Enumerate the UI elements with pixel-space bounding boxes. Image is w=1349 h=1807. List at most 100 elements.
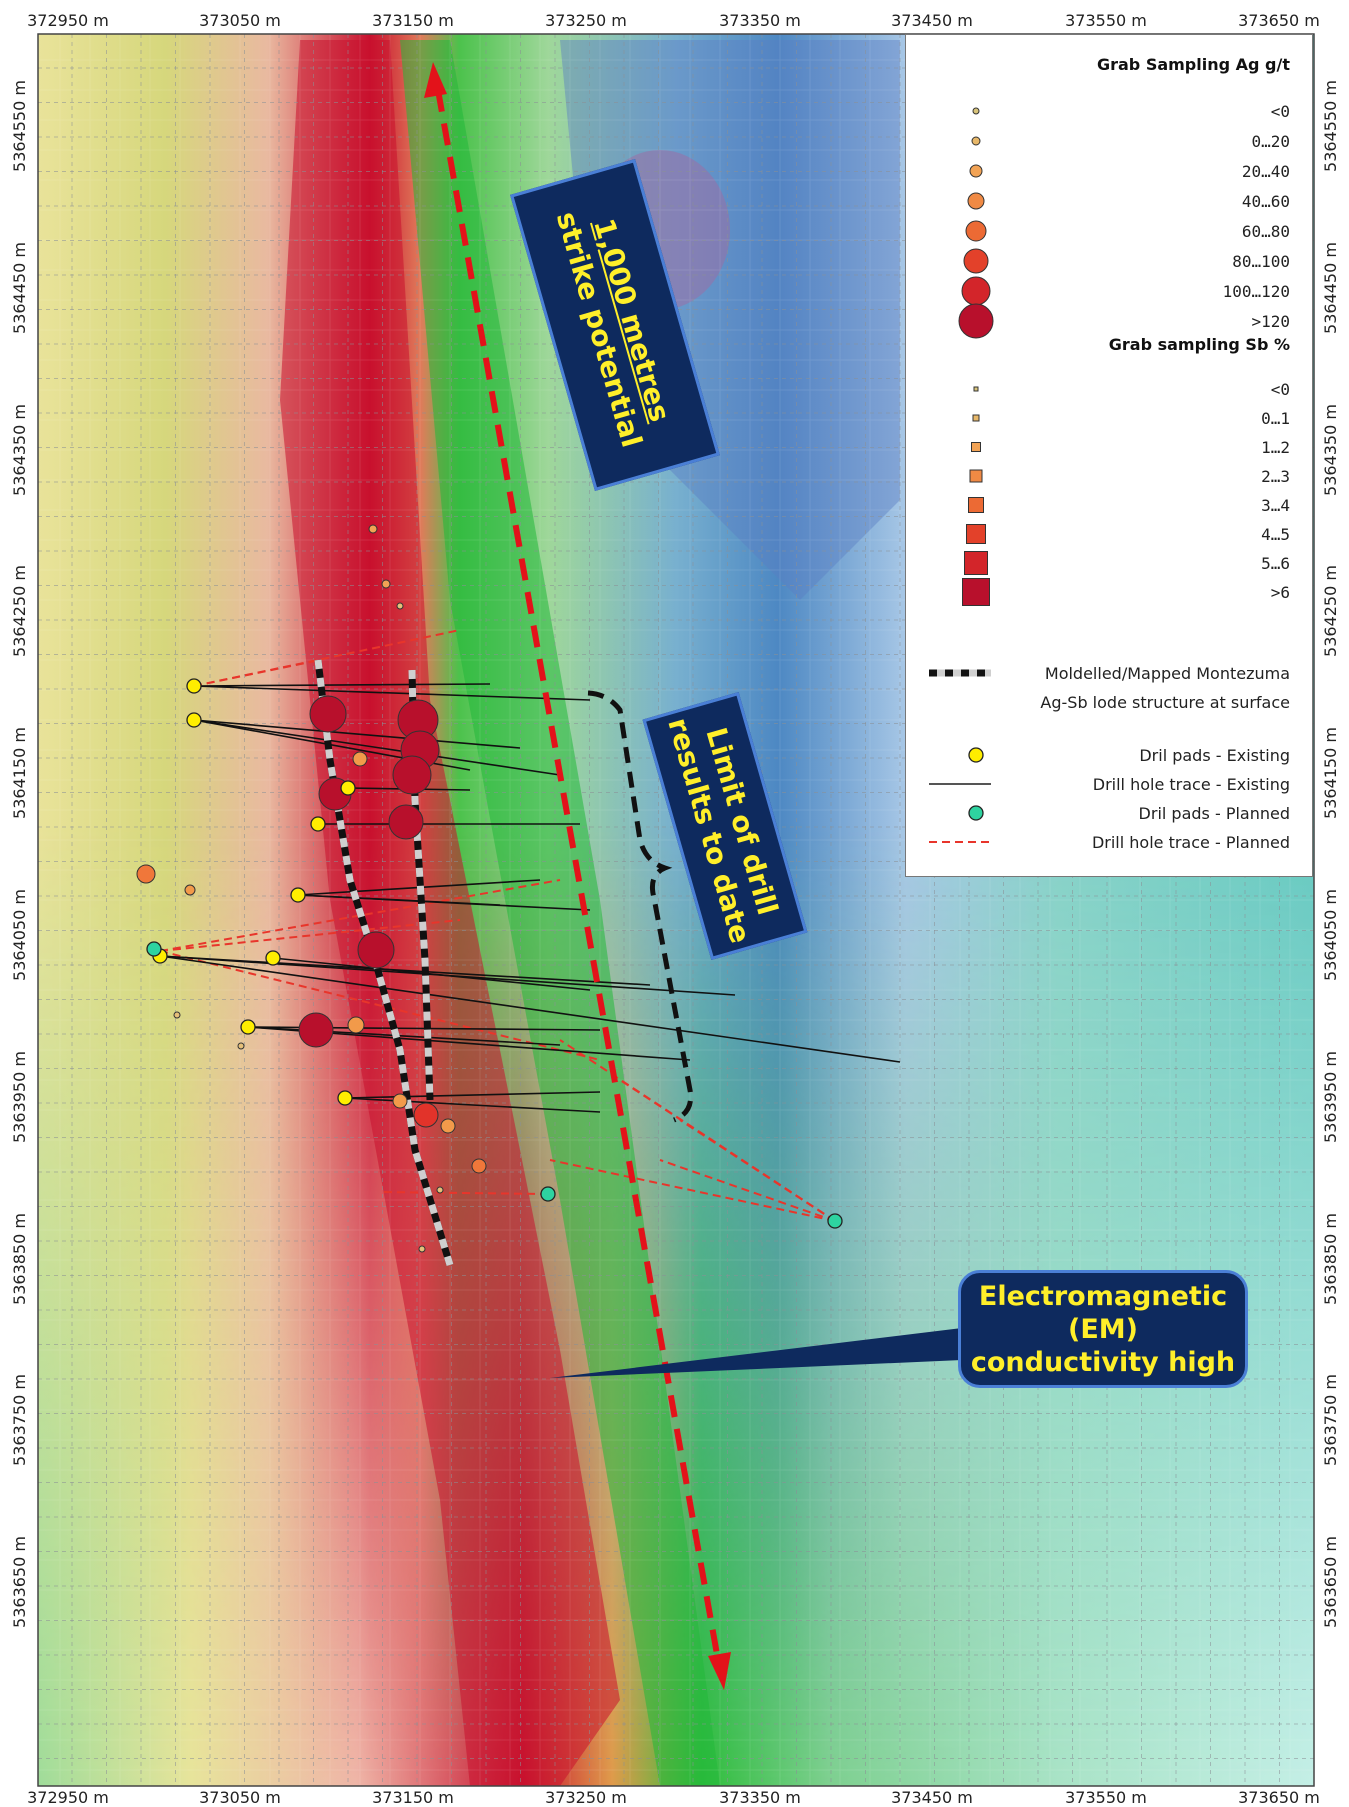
sb-square-swatch bbox=[956, 491, 996, 519]
sb-square-swatch bbox=[956, 433, 996, 461]
y-tick-label-left: 5364450 m bbox=[10, 242, 29, 334]
ag-class-label: 20…40 bbox=[1241, 162, 1290, 181]
ag-legend-title: Grab Sampling Ag g/t bbox=[1096, 55, 1290, 74]
legend-row-sb: 3…4 bbox=[906, 491, 1312, 519]
x-axis-top: 372950 m 373050 m 373150 m 373250 m 373350 m… bbox=[27, 11, 1320, 30]
ag-circle-swatch bbox=[956, 247, 996, 275]
y-tick-label-right: 5363650 m bbox=[1321, 1536, 1340, 1628]
sb-square-swatch bbox=[956, 375, 996, 403]
pad-existing-swatch bbox=[956, 741, 996, 769]
trace-planned-swatch bbox=[924, 828, 996, 856]
x-tick-label-bottom: 373050 m bbox=[199, 1788, 281, 1807]
em-line3: conductivity high bbox=[970, 1346, 1236, 1378]
x-tick-label-bottom: 372950 m bbox=[27, 1788, 109, 1807]
x-tick-label-bottom: 373650 m bbox=[1238, 1788, 1320, 1807]
ag-circle-swatch bbox=[956, 217, 996, 245]
sb-class-label: 3…4 bbox=[1261, 496, 1290, 515]
map-legend: Grab Sampling Ag g/t <0 0…20 20…40 40…60 60…… bbox=[905, 34, 1313, 877]
x-tick-label-bottom: 373450 m bbox=[891, 1788, 973, 1807]
x-tick-label-top: 373350 m bbox=[719, 11, 801, 30]
sb-class-label: 1…2 bbox=[1261, 438, 1290, 457]
y-tick-label-right: 5364350 m bbox=[1321, 404, 1340, 496]
x-tick-label-top: 373550 m bbox=[1065, 11, 1147, 30]
trace-existing-swatch bbox=[924, 770, 996, 798]
x-tick-label-top: 373450 m bbox=[891, 11, 973, 30]
em-line2: (EM) bbox=[1068, 1313, 1138, 1345]
legend-row-structure: Moldelled/Mapped Montezuma bbox=[906, 659, 1312, 687]
x-tick-label-top: 372950 m bbox=[27, 11, 109, 30]
sb-class-label: 4…5 bbox=[1261, 525, 1290, 544]
drill-pads-planned bbox=[146, 941, 843, 1229]
y-tick-label-left: 5364150 m bbox=[10, 727, 29, 819]
y-tick-label-left: 5364050 m bbox=[10, 889, 29, 981]
y-tick-label-left: 5364550 m bbox=[10, 80, 29, 172]
legend-row-ag: 40…60 bbox=[906, 187, 1312, 215]
legend-row-ag: 60…80 bbox=[906, 217, 1312, 245]
legend-row-sb: 1…2 bbox=[906, 433, 1312, 461]
structure-label-2: Ag-Sb lode structure at surface bbox=[1040, 693, 1290, 712]
ag-grab-samples bbox=[136, 524, 487, 1253]
y-tick-label-right: 5364050 m bbox=[1321, 889, 1340, 981]
drill-pads-existing bbox=[152, 678, 356, 1106]
legend-row-ag: >120 bbox=[906, 303, 1312, 339]
sb-square-swatch bbox=[956, 578, 996, 606]
em-line1: Electromagnetic bbox=[978, 1280, 1228, 1312]
y-tick-label-left: 5364250 m bbox=[10, 565, 29, 657]
legend-row-sb: 2…3 bbox=[906, 462, 1312, 490]
y-axis-right: 5364550 m 5364450 m 5364350 m 5364250 m 5364… bbox=[1321, 80, 1340, 1628]
legend-row-ag: 20…40 bbox=[906, 157, 1312, 185]
ag-class-label: 60…80 bbox=[1241, 222, 1290, 241]
legend-row-sb: 5…6 bbox=[906, 549, 1312, 577]
existing-drill-traces bbox=[159, 683, 901, 1113]
x-tick-label-bottom: 373250 m bbox=[545, 1788, 627, 1807]
ag-class-label: 80…100 bbox=[1232, 252, 1290, 271]
sb-square-swatch bbox=[956, 404, 996, 432]
map-border bbox=[37, 33, 1315, 1787]
ag-class-label: <0 bbox=[1270, 102, 1290, 121]
ag-class-label: 40…60 bbox=[1241, 192, 1290, 211]
legend-row-trace-planned: Drill hole trace - Planned bbox=[906, 828, 1312, 856]
legend-row-ag: 100…120 bbox=[906, 276, 1312, 306]
x-tick-label-top: 373650 m bbox=[1238, 11, 1320, 30]
ag-class-label: >120 bbox=[1251, 312, 1290, 331]
ag-circle-swatch bbox=[956, 187, 996, 215]
em-conductivity-callout: Electromagnetic (EM) conductivity high bbox=[958, 1270, 1248, 1388]
sb-class-label: >6 bbox=[1270, 583, 1290, 602]
y-tick-label-right: 5364250 m bbox=[1321, 565, 1340, 657]
y-tick-label-left: 5363950 m bbox=[10, 1051, 29, 1143]
x-tick-label-bottom: 373350 m bbox=[719, 1788, 801, 1807]
y-axis-left: 5364550 m 5364450 m 5364350 m 5364250 m 5364… bbox=[10, 80, 29, 1628]
y-tick-label-right: 5363950 m bbox=[1321, 1051, 1340, 1143]
limit-bracket bbox=[587, 690, 694, 1123]
sb-legend-title: Grab sampling Sb % bbox=[1108, 335, 1290, 354]
trace-planned-label: Drill hole trace - Planned bbox=[1091, 833, 1290, 852]
sb-class-label: 0…1 bbox=[1261, 409, 1290, 428]
pad-planned-swatch bbox=[956, 799, 996, 827]
ag-class-label: 100…120 bbox=[1222, 282, 1290, 301]
x-tick-label-bottom: 373550 m bbox=[1065, 1788, 1147, 1807]
planned-drill-traces bbox=[159, 629, 836, 1222]
legend-row-pads-planned: Dril pads - Planned bbox=[906, 799, 1312, 827]
y-tick-label-right: 5364450 m bbox=[1321, 242, 1340, 334]
y-tick-label-left: 5364350 m bbox=[10, 404, 29, 496]
x-axis-bottom: 372950 m 373050 m 373150 m 373250 m 373350 m… bbox=[27, 1788, 1320, 1807]
pads-existing-label: Dril pads - Existing bbox=[1139, 746, 1290, 765]
y-tick-label-left: 5363750 m bbox=[10, 1374, 29, 1466]
y-tick-label-left: 5363850 m bbox=[10, 1213, 29, 1305]
sb-class-label: <0 bbox=[1270, 380, 1290, 399]
legend-row-pads-existing: Dril pads - Existing bbox=[906, 741, 1312, 769]
y-tick-label-right: 5364150 m bbox=[1321, 727, 1340, 819]
em-callout-pointer bbox=[550, 1328, 962, 1378]
sb-square-swatch bbox=[956, 520, 996, 548]
structure-swatch bbox=[924, 659, 996, 687]
legend-row-ag: 80…100 bbox=[906, 247, 1312, 275]
y-tick-label-left: 5363650 m bbox=[10, 1536, 29, 1628]
pads-planned-label: Dril pads - Planned bbox=[1138, 804, 1290, 823]
x-tick-label-top: 373150 m bbox=[372, 11, 454, 30]
legend-row-sb: 0…1 bbox=[906, 404, 1312, 432]
ag-circle-swatch bbox=[956, 127, 996, 155]
legend-row-trace-existing: Drill hole trace - Existing bbox=[906, 770, 1312, 798]
x-tick-label-top: 373050 m bbox=[199, 11, 281, 30]
ag-circle-swatch bbox=[956, 303, 996, 339]
legend-row-ag: 0…20 bbox=[906, 127, 1312, 155]
